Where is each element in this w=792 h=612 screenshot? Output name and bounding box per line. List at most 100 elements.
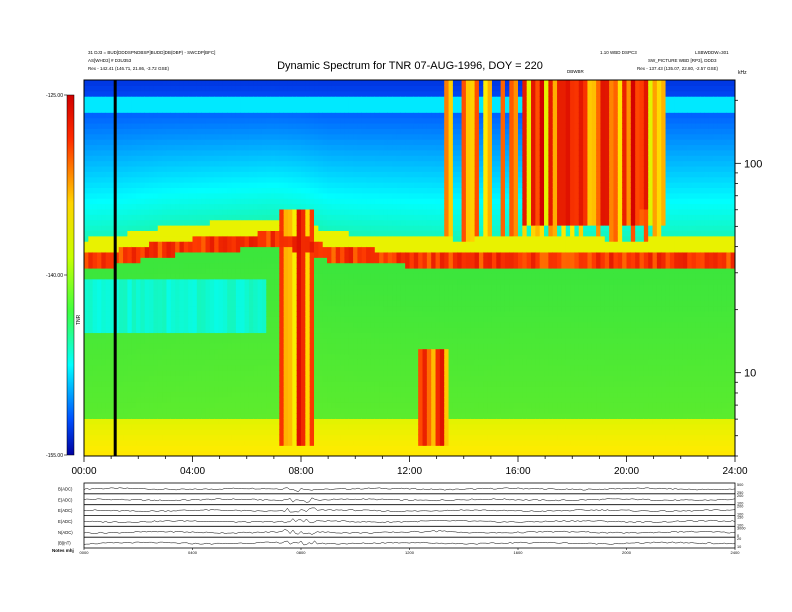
heatmap-cell — [227, 396, 233, 403]
heatmap-cell — [214, 348, 220, 355]
heatmap-cell — [370, 182, 376, 189]
heatmap-cell — [231, 375, 237, 382]
heatmap-cell — [110, 155, 115, 162]
heatmap-cell — [392, 439, 398, 446]
heatmap-cell — [188, 182, 194, 189]
heatmap-cell — [227, 262, 233, 269]
heatmap-cell — [244, 128, 250, 135]
heatmap-cell — [183, 434, 189, 441]
heatmap-cell — [123, 214, 128, 221]
heatmap-cell — [327, 439, 332, 446]
heatmap-cell — [253, 85, 259, 92]
heatmap-cell — [261, 80, 267, 86]
heatmap-cell — [296, 310, 302, 317]
heatmap-cell — [183, 316, 189, 323]
heatmap-cell — [266, 230, 272, 237]
heatmap-cell — [97, 176, 102, 183]
heatmap-cell — [340, 391, 345, 398]
heatmap-cell — [222, 225, 228, 231]
heatmap-cell — [366, 165, 372, 172]
heatmap-cell — [166, 96, 172, 103]
heatmap-cell — [370, 353, 376, 360]
heatmap-cell — [157, 310, 163, 317]
heatmap-cell — [166, 219, 172, 226]
heatmap-cell — [127, 418, 133, 425]
heatmap-cell — [218, 192, 224, 199]
heatmap-cell — [305, 101, 311, 108]
heatmap-cell — [287, 96, 293, 103]
heatmap-cell — [192, 294, 198, 301]
heatmap-cell — [261, 407, 267, 414]
heatmap-cell — [110, 90, 115, 97]
heatmap-cell — [235, 203, 241, 210]
heatmap-cell — [387, 337, 393, 344]
heatmap-cell — [175, 171, 181, 178]
heatmap-cell — [222, 278, 228, 285]
heatmap-cell — [266, 348, 272, 355]
heatmap-cell — [283, 396, 289, 403]
heatmap-cell — [257, 396, 263, 403]
heatmap-cell — [344, 155, 350, 162]
heatmap-cell — [114, 96, 120, 103]
heatmap-cell — [127, 332, 133, 339]
heatmap-cell — [270, 278, 276, 285]
heatmap-cell — [214, 149, 220, 156]
heatmap-cell — [179, 359, 185, 366]
heatmap-cell — [110, 402, 115, 409]
heatmap-cell — [153, 262, 159, 269]
heatmap-cell — [344, 182, 350, 189]
heatmap-cell — [97, 160, 102, 167]
heatmap-cell — [318, 85, 324, 92]
heatmap-cell — [348, 122, 354, 129]
heatmap-cell — [84, 359, 89, 366]
heatmap-cell — [287, 90, 293, 97]
heatmap-cell — [261, 343, 267, 350]
heatmap-cell — [179, 439, 185, 446]
heatmap-cell — [196, 144, 202, 151]
heatmap-cell — [301, 96, 306, 103]
heatmap-cell — [283, 117, 289, 124]
heatmap-cell — [283, 101, 289, 108]
heatmap-cell — [374, 439, 380, 446]
heatmap-cell — [344, 257, 350, 264]
heatmap-cell — [92, 80, 98, 86]
heatmap-cell — [205, 117, 211, 124]
heatmap-cell — [170, 343, 176, 350]
heatmap-cell — [335, 434, 341, 441]
heatmap-cell — [327, 155, 332, 162]
heatmap-cell — [383, 187, 389, 194]
heatmap-cell — [131, 278, 137, 285]
heatmap-cell — [140, 429, 146, 436]
heatmap-cell — [361, 429, 367, 436]
heatmap-cell — [309, 219, 315, 226]
heatmap-cell — [261, 198, 267, 205]
heatmap-cell — [105, 310, 111, 317]
heatmap-cell — [366, 85, 372, 92]
heatmap-cell — [361, 160, 367, 167]
heatmap-cell — [244, 144, 250, 151]
heatmap-cell — [361, 332, 367, 339]
heatmap-cell — [84, 445, 89, 452]
heatmap-cell — [374, 402, 380, 409]
heatmap-cell — [387, 294, 393, 301]
heatmap-cell — [374, 90, 380, 97]
heatmap-cell — [257, 343, 263, 350]
heatmap-cell — [314, 112, 319, 119]
heatmap-cell — [205, 230, 211, 237]
heatmap-cell — [361, 321, 367, 328]
heatmap-cell — [84, 235, 89, 242]
heatmap-cell — [175, 182, 181, 189]
heatmap-cell — [118, 192, 124, 199]
heatmap-cell — [283, 386, 289, 393]
heatmap-cell — [218, 434, 224, 441]
heatmap-cell — [301, 187, 306, 194]
heatmap-cell — [201, 445, 207, 452]
heatmap-cell — [105, 165, 111, 172]
heatmap-cell — [162, 230, 168, 237]
heatmap-cell — [131, 85, 137, 92]
heatmap-cell — [88, 165, 94, 172]
heatmap-cell — [322, 268, 328, 274]
heatmap-cell — [192, 176, 198, 183]
heatmap-cell — [270, 246, 276, 253]
heatmap-cell — [322, 262, 328, 269]
